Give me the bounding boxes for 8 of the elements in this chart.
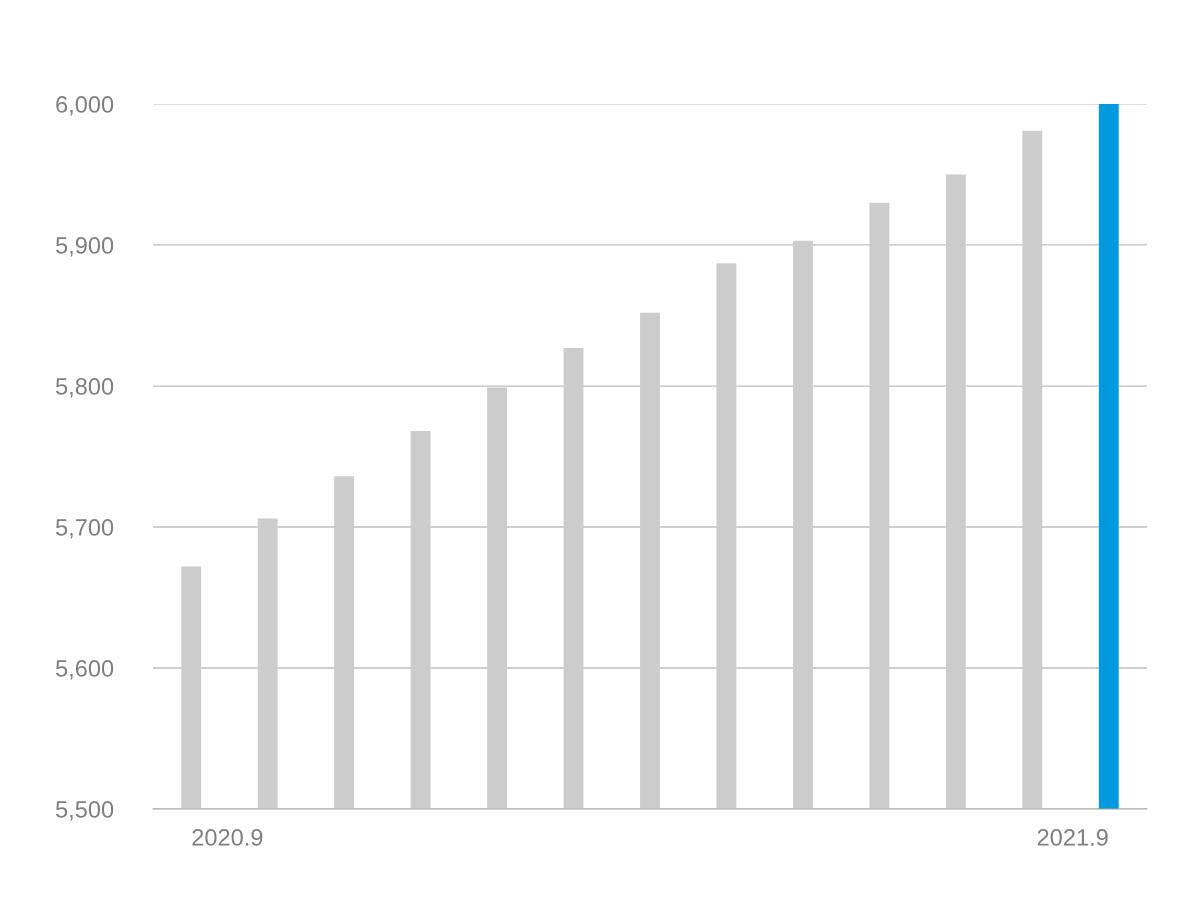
y-tick-label: 5,800: [55, 378, 114, 398]
y-tick-label: 5,700: [55, 519, 114, 539]
y-tick-label: 5,500: [55, 801, 114, 821]
y-tick-label: 5,900: [55, 237, 114, 257]
x-tick-label: 2021.9: [1037, 829, 1108, 846]
y-tick-label: 6,000: [56, 96, 114, 116]
y-tick-label: 5,600: [55, 660, 114, 680]
x-tick-label: 2020.9: [192, 829, 263, 846]
